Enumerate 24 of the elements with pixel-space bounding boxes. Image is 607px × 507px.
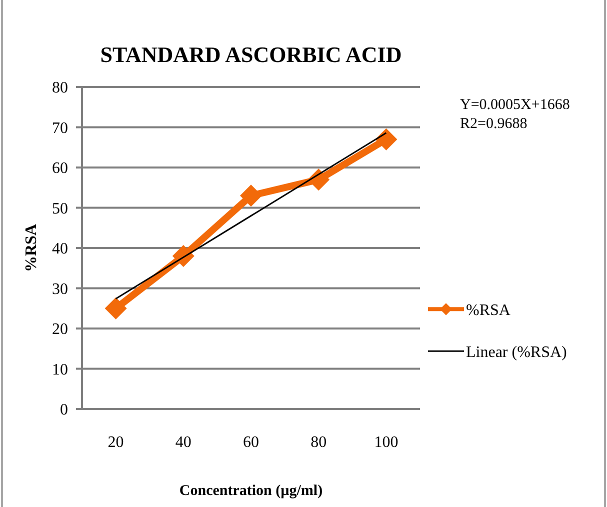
y-tick-label: 50 (52, 200, 68, 218)
x-tick-label: 40 (175, 434, 192, 451)
text: R2=0.9688 (460, 116, 528, 132)
x-axis-title: Concentration (µg/ml) (179, 483, 323, 499)
chart-title: STANDARD ASCORBIC ACID (100, 42, 402, 67)
point (240, 184, 262, 207)
y-tick-label: 20 (52, 321, 68, 338)
y-tick-label: 10 (52, 361, 68, 378)
y-tick-label: 40 (52, 240, 68, 258)
y-tick-label: 0 (60, 402, 68, 419)
x-tick-label: 100 (374, 434, 398, 451)
y-tick-label: 60 (52, 160, 68, 178)
y-axis-title: %RSA (23, 224, 40, 272)
legend-label: Linear (%RSA) (466, 344, 567, 361)
y-tick-label: 30 (52, 280, 68, 298)
legend-label: %RSA (466, 302, 511, 319)
x-tick-label: 20 (108, 434, 124, 451)
point (104, 297, 127, 320)
y-tick-label: 70 (52, 120, 68, 137)
y-tick-label: 80 (52, 80, 68, 97)
point (375, 128, 398, 150)
x-tick-label: 60 (243, 434, 259, 451)
x-tick-label: 80 (310, 434, 327, 451)
text: Y=0.0005X+1668 (460, 97, 570, 113)
